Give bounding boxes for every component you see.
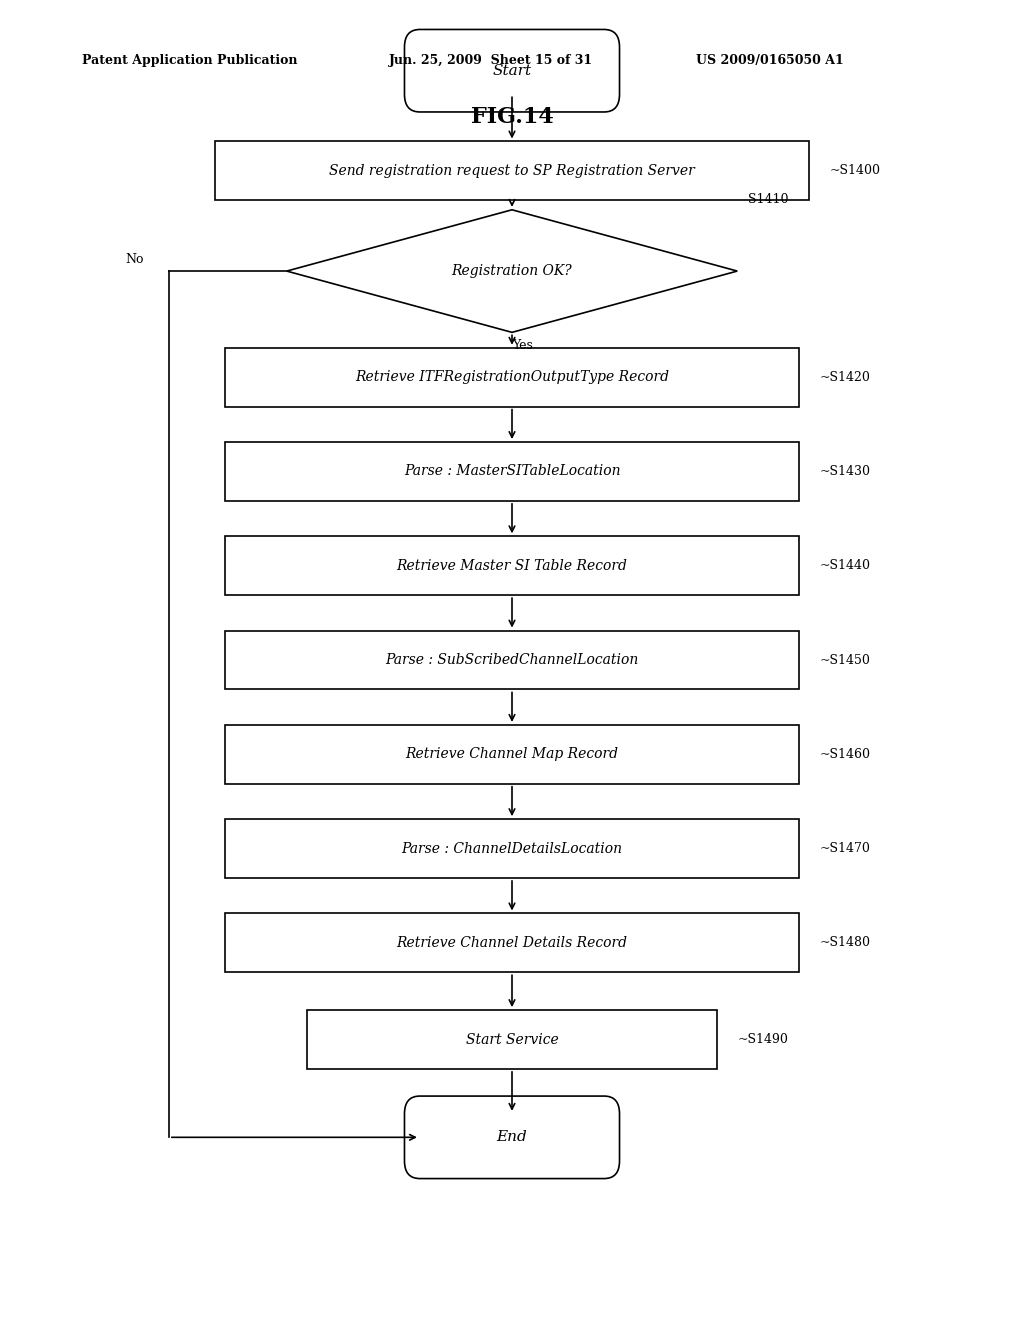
Text: FIG.14: FIG.14 (471, 106, 553, 128)
FancyBboxPatch shape (225, 913, 799, 973)
Text: S1410: S1410 (748, 193, 788, 206)
Text: Parse : SubScribedChannelLocation: Parse : SubScribedChannelLocation (385, 653, 639, 667)
FancyBboxPatch shape (225, 347, 799, 407)
Text: Send registration request to SP Registration Server: Send registration request to SP Registra… (329, 164, 695, 178)
Text: End: End (497, 1130, 527, 1144)
FancyBboxPatch shape (307, 1010, 717, 1069)
FancyBboxPatch shape (225, 820, 799, 878)
FancyBboxPatch shape (225, 631, 799, 689)
Text: Parse : MasterSITableLocation: Parse : MasterSITableLocation (403, 465, 621, 478)
Text: Jun. 25, 2009  Sheet 15 of 31: Jun. 25, 2009 Sheet 15 of 31 (389, 54, 593, 67)
Text: Patent Application Publication: Patent Application Publication (82, 54, 297, 67)
Text: ~S1420: ~S1420 (819, 371, 870, 384)
Text: ~S1450: ~S1450 (819, 653, 870, 667)
Text: Yes: Yes (512, 339, 532, 352)
Polygon shape (287, 210, 737, 333)
Text: Start Service: Start Service (466, 1032, 558, 1047)
Text: ~S1480: ~S1480 (819, 936, 870, 949)
Text: ~S1460: ~S1460 (819, 748, 870, 760)
Text: ~S1430: ~S1430 (819, 465, 870, 478)
FancyBboxPatch shape (225, 725, 799, 784)
FancyBboxPatch shape (404, 29, 620, 112)
Text: US 2009/0165050 A1: US 2009/0165050 A1 (696, 54, 844, 67)
Text: Registration OK?: Registration OK? (452, 264, 572, 279)
Text: ~S1440: ~S1440 (819, 560, 870, 572)
Text: ~S1490: ~S1490 (737, 1034, 788, 1045)
Text: ~S1470: ~S1470 (819, 842, 870, 855)
FancyBboxPatch shape (225, 536, 799, 595)
Text: Retrieve Channel Details Record: Retrieve Channel Details Record (396, 936, 628, 950)
FancyBboxPatch shape (225, 442, 799, 500)
Text: Start: Start (493, 63, 531, 78)
Text: Retrieve Channel Map Record: Retrieve Channel Map Record (406, 747, 618, 762)
Text: Retrieve Master SI Table Record: Retrieve Master SI Table Record (396, 558, 628, 573)
Text: Parse : ChannelDetailsLocation: Parse : ChannelDetailsLocation (401, 842, 623, 855)
FancyBboxPatch shape (404, 1096, 620, 1179)
Text: No: No (125, 253, 143, 265)
FancyBboxPatch shape (215, 141, 809, 201)
Text: Retrieve ITFRegistrationOutputType Record: Retrieve ITFRegistrationOutputType Recor… (355, 370, 669, 384)
Text: ~S1400: ~S1400 (829, 165, 881, 177)
